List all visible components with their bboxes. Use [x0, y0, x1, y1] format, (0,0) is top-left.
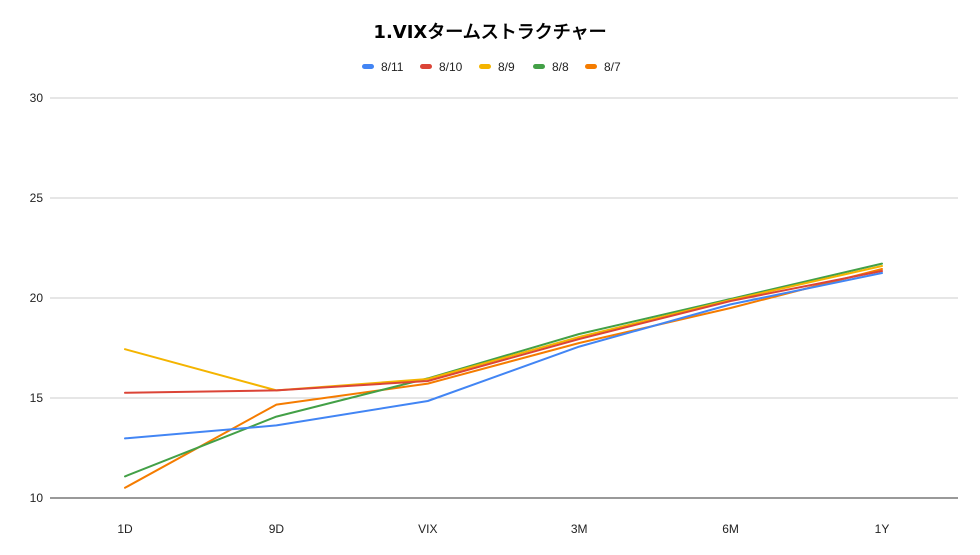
series-line [124, 270, 883, 394]
legend-label: 8/8 [552, 60, 569, 74]
x-tick-label: VIX [418, 522, 437, 536]
legend-item[interactable]: 8/11 [362, 60, 404, 74]
chart-title: 1.VIXタームストラクチャー [373, 22, 606, 43]
legend-label: 8/9 [498, 60, 515, 74]
series-line [124, 265, 883, 392]
x-tick-label: 1Y [875, 522, 890, 536]
legend-swatch [479, 64, 491, 69]
series-line [124, 268, 883, 489]
chart-legend: 8/11 8/10 8/9 8/8 8/7 [362, 60, 621, 74]
legend-swatch [585, 64, 597, 69]
series-lines [124, 262, 883, 489]
legend-item[interactable]: 8/7 [585, 60, 621, 74]
x-tick-label: 3M [571, 522, 588, 536]
legend-swatch [533, 64, 545, 69]
x-tick-label: 9D [269, 522, 285, 536]
legend-label: 8/11 [381, 60, 404, 74]
x-tick-label: 1D [117, 522, 133, 536]
legend-item[interactable]: 8/8 [533, 60, 569, 74]
gridlines [50, 97, 958, 499]
legend-item[interactable]: 8/10 [420, 60, 463, 74]
y-tick-label: 10 [30, 491, 44, 505]
series-line [124, 272, 883, 440]
y-tick-label: 15 [30, 391, 44, 405]
y-tick-label: 30 [30, 91, 44, 105]
x-axis: 1D 9D VIX 3M 6M 1Y [117, 522, 889, 536]
legend-label: 8/10 [439, 60, 463, 74]
legend-item[interactable]: 8/9 [479, 60, 515, 74]
legend-label: 8/7 [604, 60, 621, 74]
y-tick-label: 20 [30, 291, 44, 305]
series-line [124, 262, 883, 478]
y-axis: 10 15 20 25 30 [30, 91, 44, 505]
legend-swatch [362, 64, 374, 69]
legend-swatch [420, 64, 432, 69]
y-tick-label: 25 [30, 191, 44, 205]
x-tick-label: 6M [722, 522, 739, 536]
